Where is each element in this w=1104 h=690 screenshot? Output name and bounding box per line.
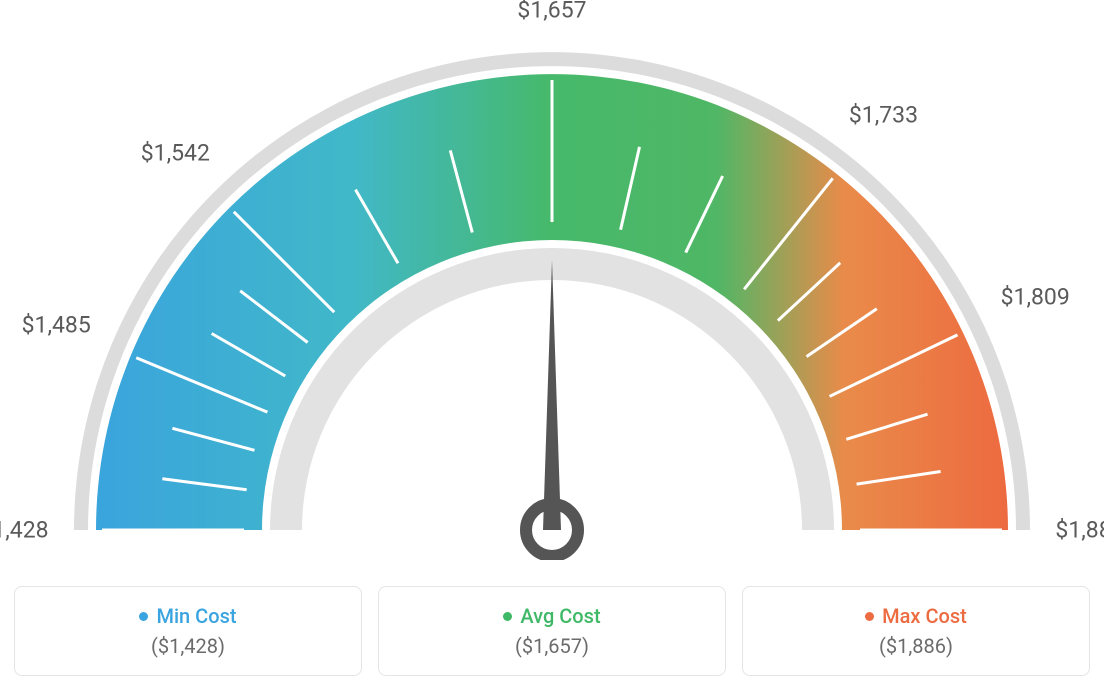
tick-label: $1,886 (1055, 517, 1104, 544)
legend-title-text: Avg Cost (520, 604, 600, 628)
legend-title: Max Cost (865, 604, 967, 628)
legend-value: ($1,657) (515, 634, 589, 658)
legend-title: Avg Cost (503, 604, 600, 628)
legend-dot-icon (865, 612, 874, 621)
chart-container: $1,428 $1,485 $1,542 $1,657 $1,733 $1,809 $1,8… (0, 0, 1104, 690)
legend-dot-icon (139, 612, 148, 621)
tick-label: $1,733 (849, 101, 918, 128)
tick-label: $1,809 (1001, 284, 1070, 311)
gauge-area: $1,428 $1,485 $1,542 $1,657 $1,733 $1,809 $1,8… (0, 0, 1104, 560)
legend-row: Min Cost ($1,428) Avg Cost ($1,657) Max Cost… (0, 572, 1104, 690)
legend-card-max: Max Cost ($1,886) (742, 586, 1090, 676)
legend-value: ($1,886) (879, 634, 953, 658)
legend-title-text: Min Cost (156, 604, 236, 628)
gauge-svg (0, 0, 1104, 560)
tick-label: $1,428 (0, 517, 49, 544)
legend-card-min: Min Cost ($1,428) (14, 586, 362, 676)
needle (543, 260, 561, 530)
legend-card-avg: Avg Cost ($1,657) (378, 586, 726, 676)
legend-value: ($1,428) (151, 634, 225, 658)
legend-dot-icon (503, 612, 512, 621)
legend-title-text: Max Cost (882, 604, 967, 628)
tick-label: $1,485 (22, 311, 91, 338)
tick-label: $1,542 (141, 140, 210, 167)
tick-label: $1,657 (517, 0, 586, 24)
legend-title: Min Cost (139, 604, 236, 628)
